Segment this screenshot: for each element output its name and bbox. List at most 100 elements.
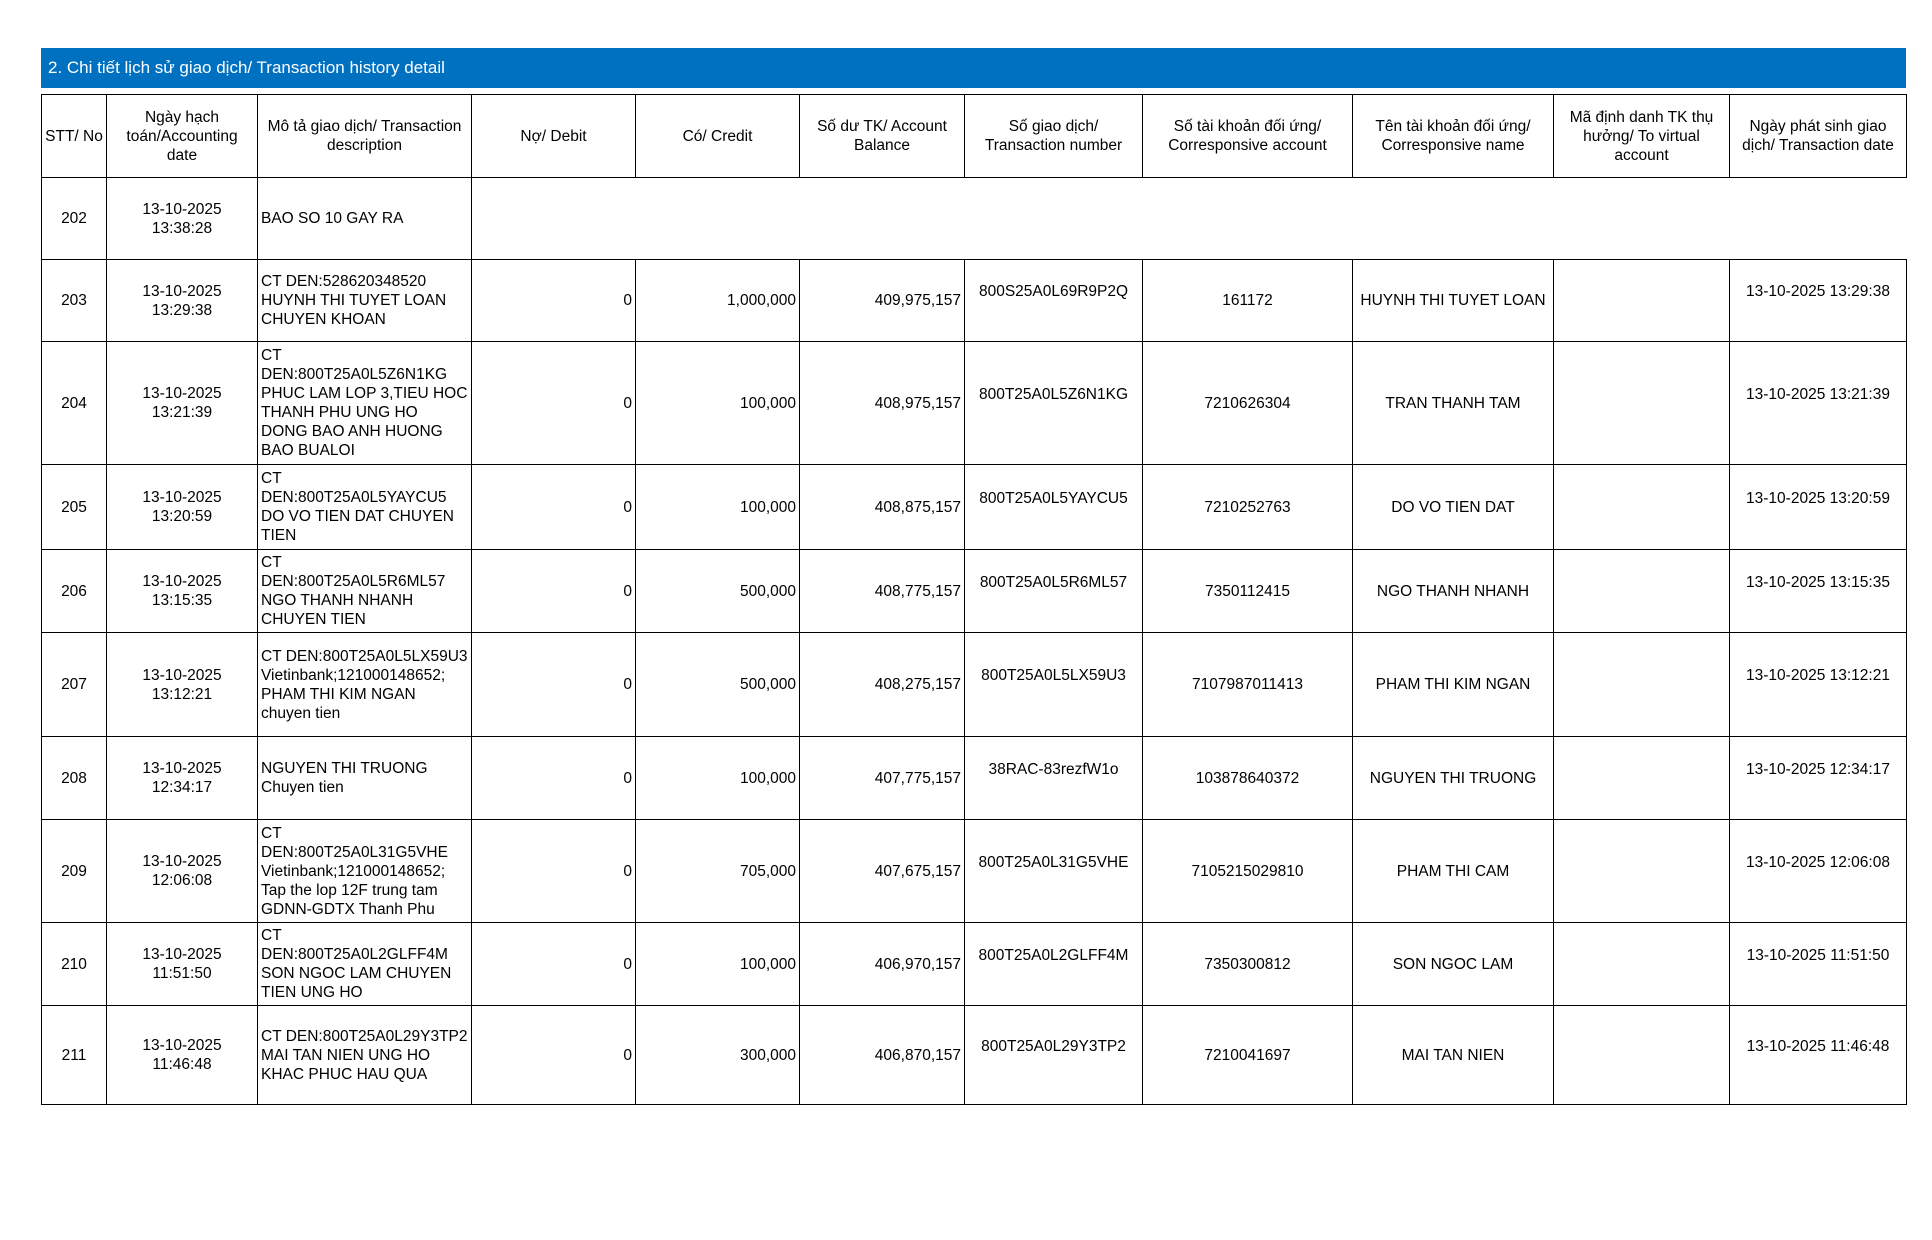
counter-account: 103878640372	[1142, 736, 1353, 820]
description: BAO SO 10 GAY RA	[257, 177, 472, 260]
no: 210	[41, 922, 107, 1006]
cell	[1553, 1005, 1730, 1105]
no: 207	[41, 632, 107, 737]
txn-no: 800T25A0L5Z6N1KG	[964, 341, 1143, 465]
table-row: 206 13-10-2025 13:15:35 CT DEN:800T25A0L5R…	[41, 549, 1907, 633]
table-row: 210 13-10-2025 11:51:50 CT DEN:800T25A0L2G…	[41, 922, 1907, 1006]
description: NGUYEN THI TRUONG Chuyen tien	[257, 736, 472, 820]
section-title: 2. Chi tiết lịch sử giao dịch/ Transacti…	[41, 48, 1906, 88]
cell: 13-10-2025 13:38:28	[106, 177, 258, 260]
debit: 0	[471, 632, 636, 737]
no: 208	[41, 736, 107, 820]
counter-name: NGUYEN THI TRUONG	[1352, 736, 1554, 820]
cell	[1553, 259, 1730, 342]
debit: 0	[471, 259, 636, 342]
cell-text: 13-10-2025 13:21:39	[142, 385, 222, 421]
cell	[799, 177, 965, 260]
cell: 13-10-2025 11:51:50	[106, 922, 258, 1006]
credit: 705,000	[635, 819, 800, 923]
table-row: 211 13-10-2025 11:46:48 CT DEN:800T25A0L29…	[41, 1005, 1907, 1105]
balance: 408,775,157	[799, 549, 965, 633]
column-header: Mã định danh TK thụ hưởng/ To virtual ac…	[1553, 94, 1730, 178]
description: CT DEN:800T25A0L2GLFF4M SON NGOC LAM CHU…	[257, 922, 472, 1006]
txn-date: 13-10-2025 13:21:39	[1729, 341, 1907, 465]
txn-date: 13-10-2025 11:46:48	[1729, 1005, 1907, 1105]
cell-text: 13-10-2025 12:06:08	[142, 853, 222, 889]
no: 211	[41, 1005, 107, 1105]
description: CT DEN:800T25A0L5R6ML57 NGO THANH NHANH …	[257, 549, 472, 633]
cell: 13-10-2025 13:12:21	[106, 632, 258, 737]
credit: 100,000	[635, 341, 800, 465]
counter-account: 7210626304	[1142, 341, 1353, 465]
cell: 13-10-2025 13:15:35	[106, 549, 258, 633]
description: CT DEN:800T25A0L29Y3TP2 MAI TAN NIEN UNG…	[257, 1005, 472, 1105]
column-header: Ngày phát sinh giao dịch/ Transaction da…	[1729, 94, 1907, 178]
txn-date: 13-10-2025 12:06:08	[1729, 819, 1907, 923]
txn-no: 800T25A0L5R6ML57	[964, 549, 1143, 633]
balance: 408,875,157	[799, 464, 965, 550]
no: 205	[41, 464, 107, 550]
no: 202	[41, 177, 107, 260]
cell: 13-10-2025 12:34:17	[106, 736, 258, 820]
cell	[1553, 464, 1730, 550]
column-header: Có/ Credit	[635, 94, 800, 178]
table-row: 205 13-10-2025 13:20:59 CT DEN:800T25A0L5Y…	[41, 464, 1907, 550]
cell	[964, 177, 1143, 260]
credit: 1,000,000	[635, 259, 800, 342]
column-header: Ngày hạch toán/Accounting date	[106, 94, 258, 178]
counter-name: DO VO TIEN DAT	[1352, 464, 1554, 550]
counter-name: HUYNH THI TUYET LOAN	[1352, 259, 1554, 342]
cell-text: 13-10-2025 13:29:38	[142, 282, 222, 319]
cell	[1729, 177, 1907, 260]
counter-name: SON NGOC LAM	[1352, 922, 1554, 1006]
cell-text: 13-10-2025 11:46:48	[142, 1037, 222, 1073]
balance: 409,975,157	[799, 259, 965, 342]
credit: 300,000	[635, 1005, 800, 1105]
debit: 0	[471, 341, 636, 465]
cell	[1553, 819, 1730, 923]
txn-date: 13-10-2025 13:12:21	[1729, 632, 1907, 737]
column-header: Số giao dịch/ Transaction number	[964, 94, 1143, 178]
cell-text: 13-10-2025 13:38:28	[142, 200, 222, 237]
description: CT DEN:800T25A0L31G5VHE Vietinbank;12100…	[257, 819, 472, 923]
cell-text: 13-10-2025 13:15:35	[142, 573, 222, 609]
txn-no: 800S25A0L69R9P2Q	[964, 259, 1143, 342]
column-header: Nợ/ Debit	[471, 94, 636, 178]
txn-no: 800T25A0L2GLFF4M	[964, 922, 1143, 1006]
balance: 407,675,157	[799, 819, 965, 923]
counter-name: PHAM THI CAM	[1352, 819, 1554, 923]
cell: 13-10-2025 12:06:08	[106, 819, 258, 923]
txn-date: 13-10-2025 13:29:38	[1729, 259, 1907, 342]
txn-date: 13-10-2025 12:34:17	[1729, 736, 1907, 820]
no: 209	[41, 819, 107, 923]
debit: 0	[471, 464, 636, 550]
counter-account: 7105215029810	[1142, 819, 1353, 923]
balance: 406,970,157	[799, 922, 965, 1006]
description: CT DEN:800T25A0L5LX59U3 Vietinbank;12100…	[257, 632, 472, 737]
credit: 500,000	[635, 632, 800, 737]
txn-date: 13-10-2025 13:15:35	[1729, 549, 1907, 633]
counter-account: 7350112415	[1142, 549, 1353, 633]
cell-text: 13-10-2025 13:20:59	[142, 489, 222, 525]
cell: 13-10-2025 13:29:38	[106, 259, 258, 342]
table-row: 207 13-10-2025 13:12:21 CT DEN:800T25A0L5L…	[41, 632, 1907, 737]
txn-no: 38RAC-83rezfW1o	[964, 736, 1143, 820]
no: 206	[41, 549, 107, 633]
txn-date: 13-10-2025 13:20:59	[1729, 464, 1907, 550]
cell: 13-10-2025 11:46:48	[106, 1005, 258, 1105]
credit: 100,000	[635, 464, 800, 550]
txn-no: 800T25A0L31G5VHE	[964, 819, 1143, 923]
debit: 0	[471, 819, 636, 923]
cell: 13-10-2025 13:21:39	[106, 341, 258, 465]
debit: 0	[471, 549, 636, 633]
column-header: Số dư TK/ Account Balance	[799, 94, 965, 178]
credit: 500,000	[635, 549, 800, 633]
header-row: STT/ No Ngày hạch toán/Accounting date Mô …	[41, 94, 1907, 178]
description: CT DEN:800T25A0L5YAYCU5 DO VO TIEN DAT C…	[257, 464, 472, 550]
table-row: 203 13-10-2025 13:29:38 CT DEN:52862034852…	[41, 259, 1907, 342]
credit: 100,000	[635, 922, 800, 1006]
counter-account: 7350300812	[1142, 922, 1353, 1006]
cell	[1553, 922, 1730, 1006]
column-header: Mô tả giao dịch/ Transaction description	[257, 94, 472, 178]
